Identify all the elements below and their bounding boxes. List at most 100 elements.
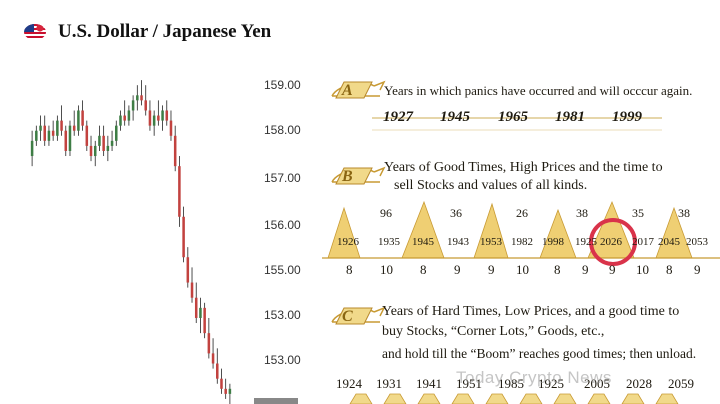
svg-text:A: A [341, 82, 353, 99]
row-a-year: 1945 [440, 109, 470, 125]
candle-body [39, 125, 42, 131]
row-c-year: 2028 [626, 376, 652, 391]
candle-body [136, 95, 139, 101]
row-b-peak-year: 1998 [542, 236, 564, 248]
candle-body [127, 110, 131, 121]
candle-body [115, 125, 118, 141]
candle-body [93, 145, 97, 157]
cycle-panel-graphics: A B C [322, 80, 720, 404]
us-japan-flag-icon [24, 24, 46, 40]
row-c-badge-icon: C [331, 306, 386, 325]
candle-body [178, 166, 181, 217]
row-b-gap-number: 96 [380, 206, 392, 220]
candle-body [220, 378, 223, 389]
row-a-year: 1999 [612, 109, 642, 125]
candle-body [98, 135, 101, 146]
row-a-year: 1981 [555, 109, 585, 125]
row-c-year: 1951 [456, 376, 482, 391]
candle-body [35, 130, 38, 141]
candle-body [110, 140, 114, 146]
svg-text:C: C [342, 308, 353, 325]
row-c-year: 2005 [584, 376, 610, 391]
row-b-bottom-number: 9 [582, 262, 589, 277]
candle-body [131, 100, 135, 111]
candle-body [199, 307, 202, 318]
row-b-bottom-number: 8 [346, 262, 353, 277]
svg-text:B: B [341, 168, 353, 185]
row-b-gap-number: 26 [516, 206, 528, 220]
candlestick-chart [30, 80, 298, 404]
row-b-valley-year: 1943 [447, 236, 469, 248]
candle-body [190, 282, 194, 298]
row-b-bottom-number: 10 [380, 262, 393, 277]
row-c-year: 1931 [376, 376, 402, 391]
candle-body [148, 110, 152, 126]
y-tick-label: 153.00 [264, 353, 301, 367]
candle-body [186, 257, 190, 283]
row-b-peak-year: 2045 [658, 236, 680, 248]
candle-body [224, 388, 227, 394]
candle-body [182, 216, 185, 258]
y-tick-label: 158.00 [264, 123, 301, 137]
y-tick-label: 153.00 [264, 308, 301, 322]
candle-body [169, 120, 173, 136]
candle-body [207, 333, 211, 354]
candle-body [165, 110, 169, 121]
row-b-peak-year: 1953 [480, 236, 502, 248]
row-c-year: 2059 [668, 376, 694, 391]
row-b-peaks [327, 200, 693, 259]
row-a-badge-icon: A [331, 80, 386, 99]
candle-body [211, 353, 215, 364]
row-b-bottom-number: 10 [636, 262, 649, 277]
chart-title: U.S. Dollar / Japanese Yen [58, 21, 272, 42]
candle-body [60, 120, 63, 131]
row-a-year: 1927 [383, 109, 413, 125]
candle-body [157, 115, 160, 121]
row-b-description-line2: sell Stocks and values of all kinds. [394, 178, 588, 193]
watermark: Today Crypto News [456, 368, 612, 387]
row-b-valley-year: 1982 [511, 236, 533, 248]
row-b-gap-number: 38 [576, 206, 588, 220]
candle-body [85, 125, 89, 146]
candle-body [30, 140, 34, 157]
row-b-peak-year: 1945 [412, 236, 434, 248]
candle-body [72, 125, 76, 131]
row-b-valley-year: 1935 [378, 236, 400, 248]
candle-body [51, 130, 55, 136]
row-b-bottom-number: 10 [516, 262, 529, 277]
row-b-bottom-number: 9 [694, 262, 701, 277]
row-a-year: 1965 [498, 109, 528, 125]
row-c-description-line2: buy Stocks, “Corner Lots,” Goods, etc., [382, 324, 605, 339]
row-c-year: 1941 [416, 376, 442, 391]
candle-body [81, 110, 84, 126]
candle-body [89, 145, 93, 157]
row-b-badge-icon: B [331, 166, 386, 185]
row-b-bottom-number: 9 [609, 262, 616, 277]
row-b-gap-number: 36 [450, 206, 462, 220]
row-b-peak-year: 1926 [337, 236, 359, 248]
candle-body [161, 110, 164, 121]
row-b-valley-year: 1925 [575, 236, 597, 248]
y-tick-label: 155.00 [264, 263, 301, 277]
y-tick-label: 159.00 [264, 78, 301, 92]
y-tick-label: 156.00 [264, 218, 301, 232]
row-c-description-line1: Years of Hard Times, Low Prices, and a g… [382, 304, 680, 319]
row-b-bottom-number: 9 [488, 262, 495, 277]
candle-body [228, 388, 232, 394]
row-b-gap-number: 38 [678, 206, 690, 220]
candle-body [43, 125, 46, 141]
candle-body [152, 115, 156, 126]
row-c-description-line3: and hold till the “Boom” reaches good ti… [382, 346, 697, 361]
candle-body [68, 125, 72, 151]
candle-body [64, 130, 68, 151]
price-marker [254, 398, 298, 404]
candle-body [77, 110, 80, 131]
row-a-description: Years in which panics have occurred and … [384, 83, 693, 98]
row-b-bottom-number: 9 [454, 262, 461, 277]
candle-body [194, 297, 198, 318]
candle-body [119, 115, 122, 126]
candle-body [102, 135, 105, 151]
highlight-circle [589, 218, 637, 266]
row-c-year: 1924 [336, 376, 362, 391]
cycle-panel: A B C [322, 60, 720, 404]
